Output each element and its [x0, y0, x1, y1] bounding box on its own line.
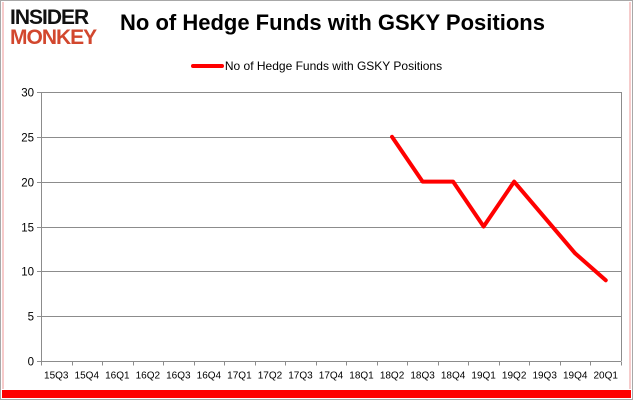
x-tick-label: 18Q1: [349, 371, 374, 382]
right-accent-line: [629, 2, 631, 389]
series-line: [390, 134, 608, 283]
left-accent-line: [2, 2, 4, 389]
y-tick-label: 20: [21, 178, 34, 190]
y-tick-label: 30: [21, 88, 34, 100]
x-tick-label: 16Q3: [166, 371, 191, 382]
y-tick-label: 10: [21, 267, 34, 279]
x-tick-label: 19Q4: [563, 371, 588, 382]
bottom-accent-bar: [2, 390, 631, 398]
x-tick-label: 16Q2: [136, 371, 161, 382]
x-tick-label: 18Q2: [380, 371, 405, 382]
insider-monkey-logo: INSIDER MONKEY: [10, 6, 97, 49]
x-tick-label: 19Q3: [532, 371, 557, 382]
y-tick-label: 25: [21, 133, 34, 145]
x-tick-label: 19Q1: [471, 371, 496, 382]
x-tick-label: 15Q4: [75, 371, 100, 382]
x-tick-label: 17Q2: [258, 371, 283, 382]
x-tick-label: 18Q4: [441, 371, 466, 382]
legend: No of Hedge Funds with GSKY Positions: [1, 59, 632, 73]
x-tick-label: 18Q3: [410, 371, 435, 382]
y-tick-label: 15: [21, 223, 34, 235]
legend-label: No of Hedge Funds with GSKY Positions: [224, 59, 443, 73]
x-tick-label: 17Q3: [288, 371, 313, 382]
x-tick-label: 17Q1: [227, 371, 252, 382]
chart-title: No of Hedge Funds with GSKY Positions: [120, 10, 545, 35]
y-tick-label: 0: [28, 357, 34, 369]
logo-text-insider: INSIDER: [10, 6, 89, 29]
legend-line-swatch: [190, 64, 224, 68]
x-tick-label: 16Q4: [197, 371, 222, 382]
x-tick-label: 15Q3: [44, 371, 69, 382]
x-tick-label: 19Q2: [502, 371, 527, 382]
x-tick-label: 16Q1: [105, 371, 130, 382]
y-tick-label: 5: [28, 312, 34, 324]
x-tick-label: 17Q4: [319, 371, 344, 382]
logo-text-monkey: MONKEY: [10, 25, 97, 49]
x-tick-label: 20Q1: [594, 371, 619, 382]
